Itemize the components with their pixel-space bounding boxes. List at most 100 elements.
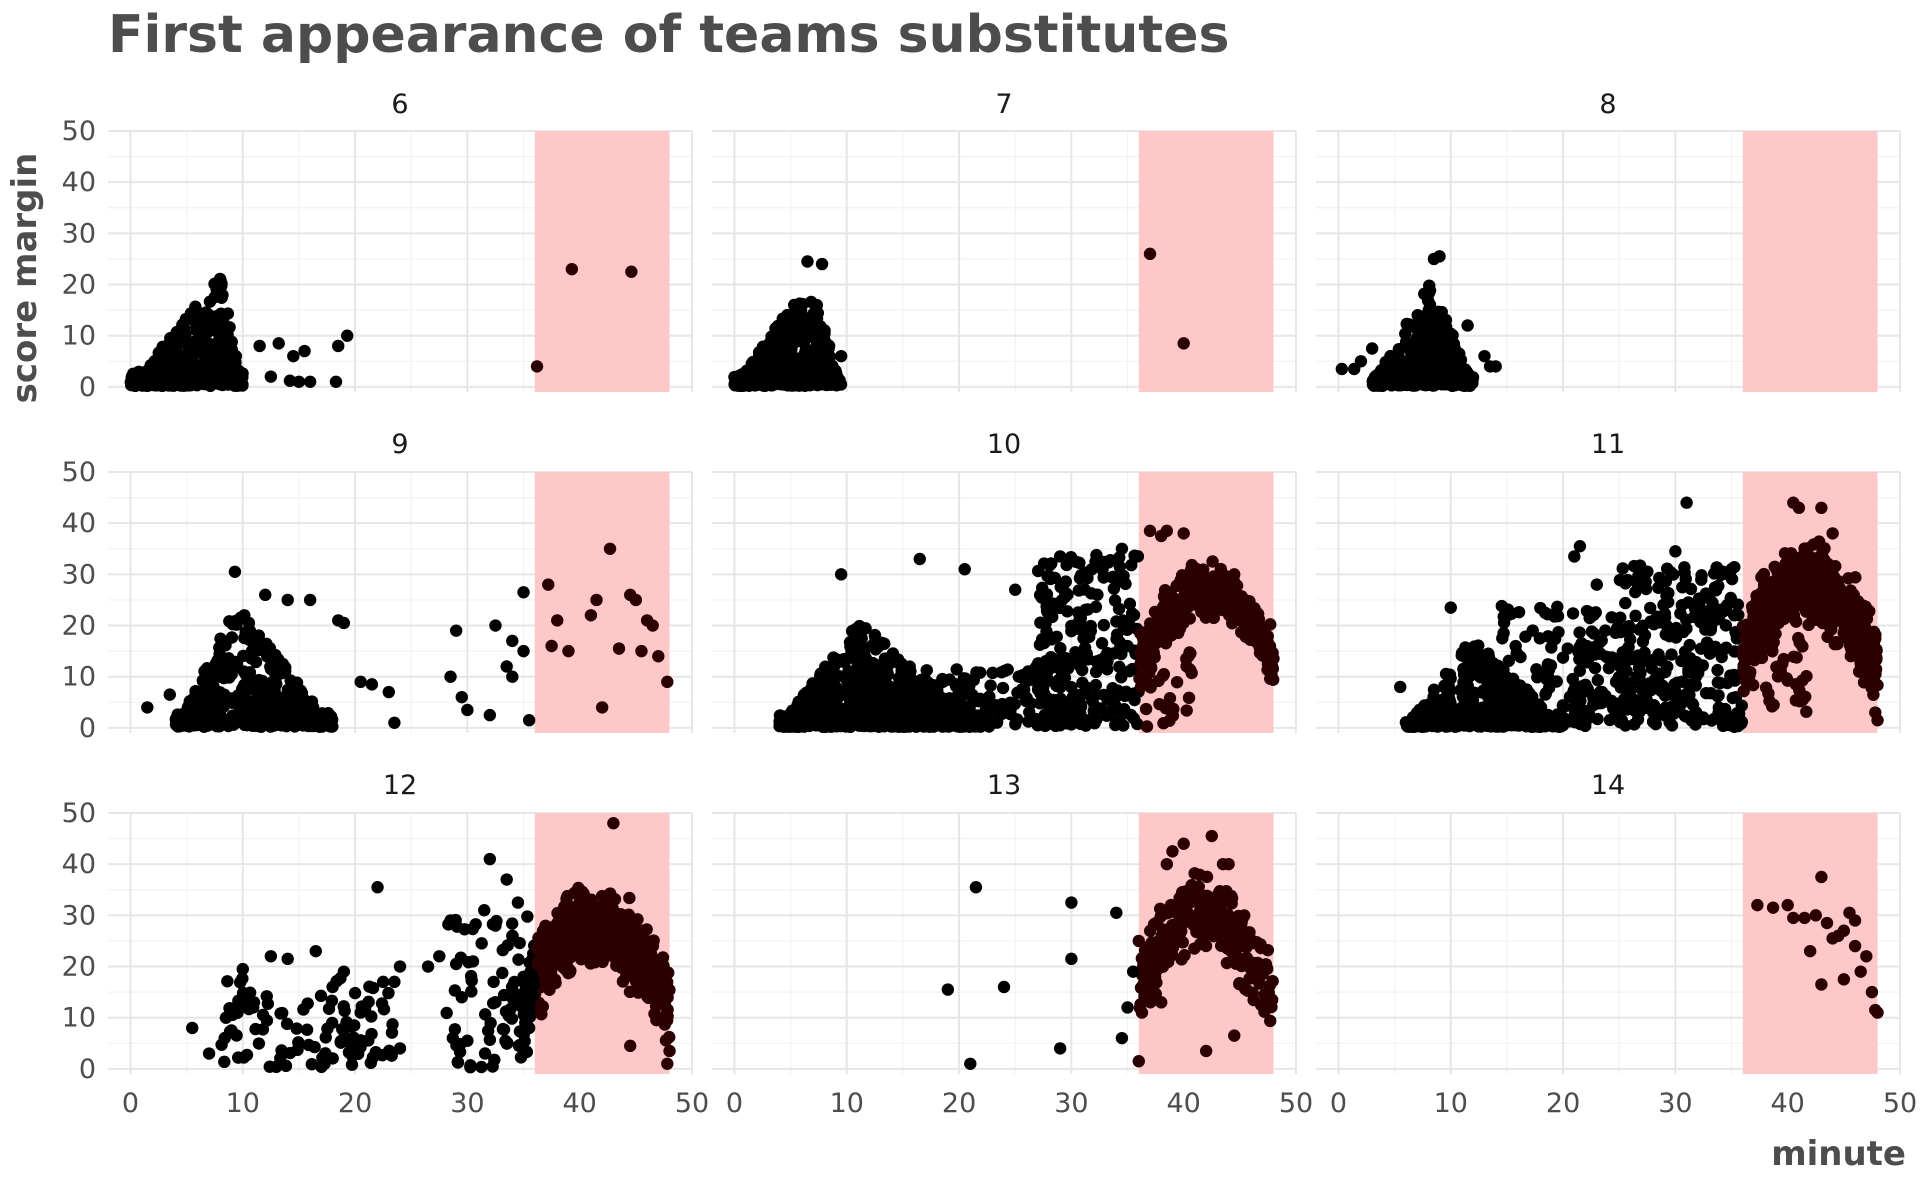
data-point (801, 255, 814, 268)
data-point (228, 565, 242, 578)
data-point (828, 376, 841, 390)
data-point (190, 324, 203, 338)
data-point (1456, 367, 1470, 381)
data-point (179, 367, 193, 380)
data-point (963, 702, 976, 715)
data-point (303, 375, 317, 388)
data-point (1044, 572, 1057, 586)
data-point (1040, 588, 1054, 601)
data-point (590, 593, 603, 607)
data-point (1435, 356, 1449, 370)
data-point (1433, 718, 1447, 732)
data-point (253, 339, 266, 353)
data-point (1228, 568, 1241, 581)
data-point (1034, 616, 1047, 629)
data-point (1465, 713, 1478, 726)
data-point (1128, 549, 1141, 562)
data-point (878, 637, 891, 650)
data-point (1668, 689, 1681, 703)
y-tick-label: 0 (79, 372, 96, 403)
data-point (797, 313, 811, 327)
data-point (831, 655, 845, 668)
data-point (1614, 611, 1627, 624)
data-point (1637, 566, 1650, 579)
data-point (1095, 702, 1108, 715)
data-point (506, 670, 519, 683)
data-point (1144, 678, 1157, 691)
y-tick-label: 30 (62, 559, 96, 590)
data-point (1143, 617, 1157, 630)
data-point (1718, 717, 1731, 730)
data-point (1175, 569, 1189, 582)
data-point (1573, 626, 1586, 639)
data-point (1207, 611, 1220, 625)
data-point (1146, 646, 1159, 659)
data-point (1015, 683, 1029, 696)
y-tick-label: 20 (62, 611, 96, 642)
data-point (1629, 585, 1642, 599)
data-point (1123, 597, 1137, 611)
data-point (996, 707, 1009, 720)
data-point (847, 707, 860, 720)
data-point (1053, 550, 1067, 563)
data-point (1389, 368, 1403, 382)
data-point (1131, 717, 1144, 731)
data-point (1680, 622, 1693, 635)
data-point (1556, 651, 1570, 664)
data-point (652, 650, 665, 663)
data-point (1842, 572, 1855, 585)
data-point (214, 307, 228, 320)
data-point (225, 631, 239, 644)
data-point (205, 377, 218, 390)
data-point (1081, 621, 1094, 635)
data-point (1467, 665, 1481, 678)
data-point (141, 701, 154, 714)
data-point (199, 306, 213, 319)
data-point (1717, 602, 1730, 616)
data-point (1566, 607, 1580, 620)
data-point (1075, 663, 1089, 677)
data-point (1572, 693, 1585, 706)
data-point (237, 665, 251, 678)
data-point (1038, 636, 1051, 650)
y-tick-label: 0 (79, 713, 96, 744)
data-point (1551, 600, 1564, 614)
data-point (545, 639, 558, 653)
data-point (781, 308, 794, 322)
data-point (1042, 598, 1055, 611)
data-point (1165, 629, 1178, 642)
data-point (1022, 715, 1035, 728)
data-point (929, 707, 943, 720)
data-point (1384, 349, 1397, 363)
data-point (184, 307, 198, 320)
data-point (1376, 379, 1389, 393)
data-point (542, 578, 555, 591)
data-point (196, 675, 210, 688)
data-point (1544, 659, 1558, 672)
data-point (199, 708, 212, 721)
data-point (1591, 712, 1604, 726)
facet-panel-7: 7 (712, 89, 1297, 393)
data-point (444, 670, 457, 683)
data-point (1726, 691, 1739, 705)
data-point (789, 320, 802, 333)
data-point (1196, 563, 1210, 576)
data-point (1427, 333, 1440, 346)
data-point (225, 335, 238, 349)
data-point (235, 682, 249, 696)
facet-label: 6 (391, 89, 408, 120)
data-point (1715, 650, 1728, 664)
data-point (745, 361, 758, 375)
data-point (134, 377, 147, 391)
data-point (943, 673, 956, 686)
data-point (1117, 569, 1130, 583)
data-point (1676, 675, 1689, 688)
y-tick-label: 10 (62, 662, 96, 693)
data-point (1040, 713, 1053, 726)
data-point (341, 329, 354, 342)
data-point (1265, 669, 1278, 682)
points-9 (141, 542, 674, 733)
data-point (1537, 667, 1550, 680)
data-point (1160, 524, 1174, 538)
